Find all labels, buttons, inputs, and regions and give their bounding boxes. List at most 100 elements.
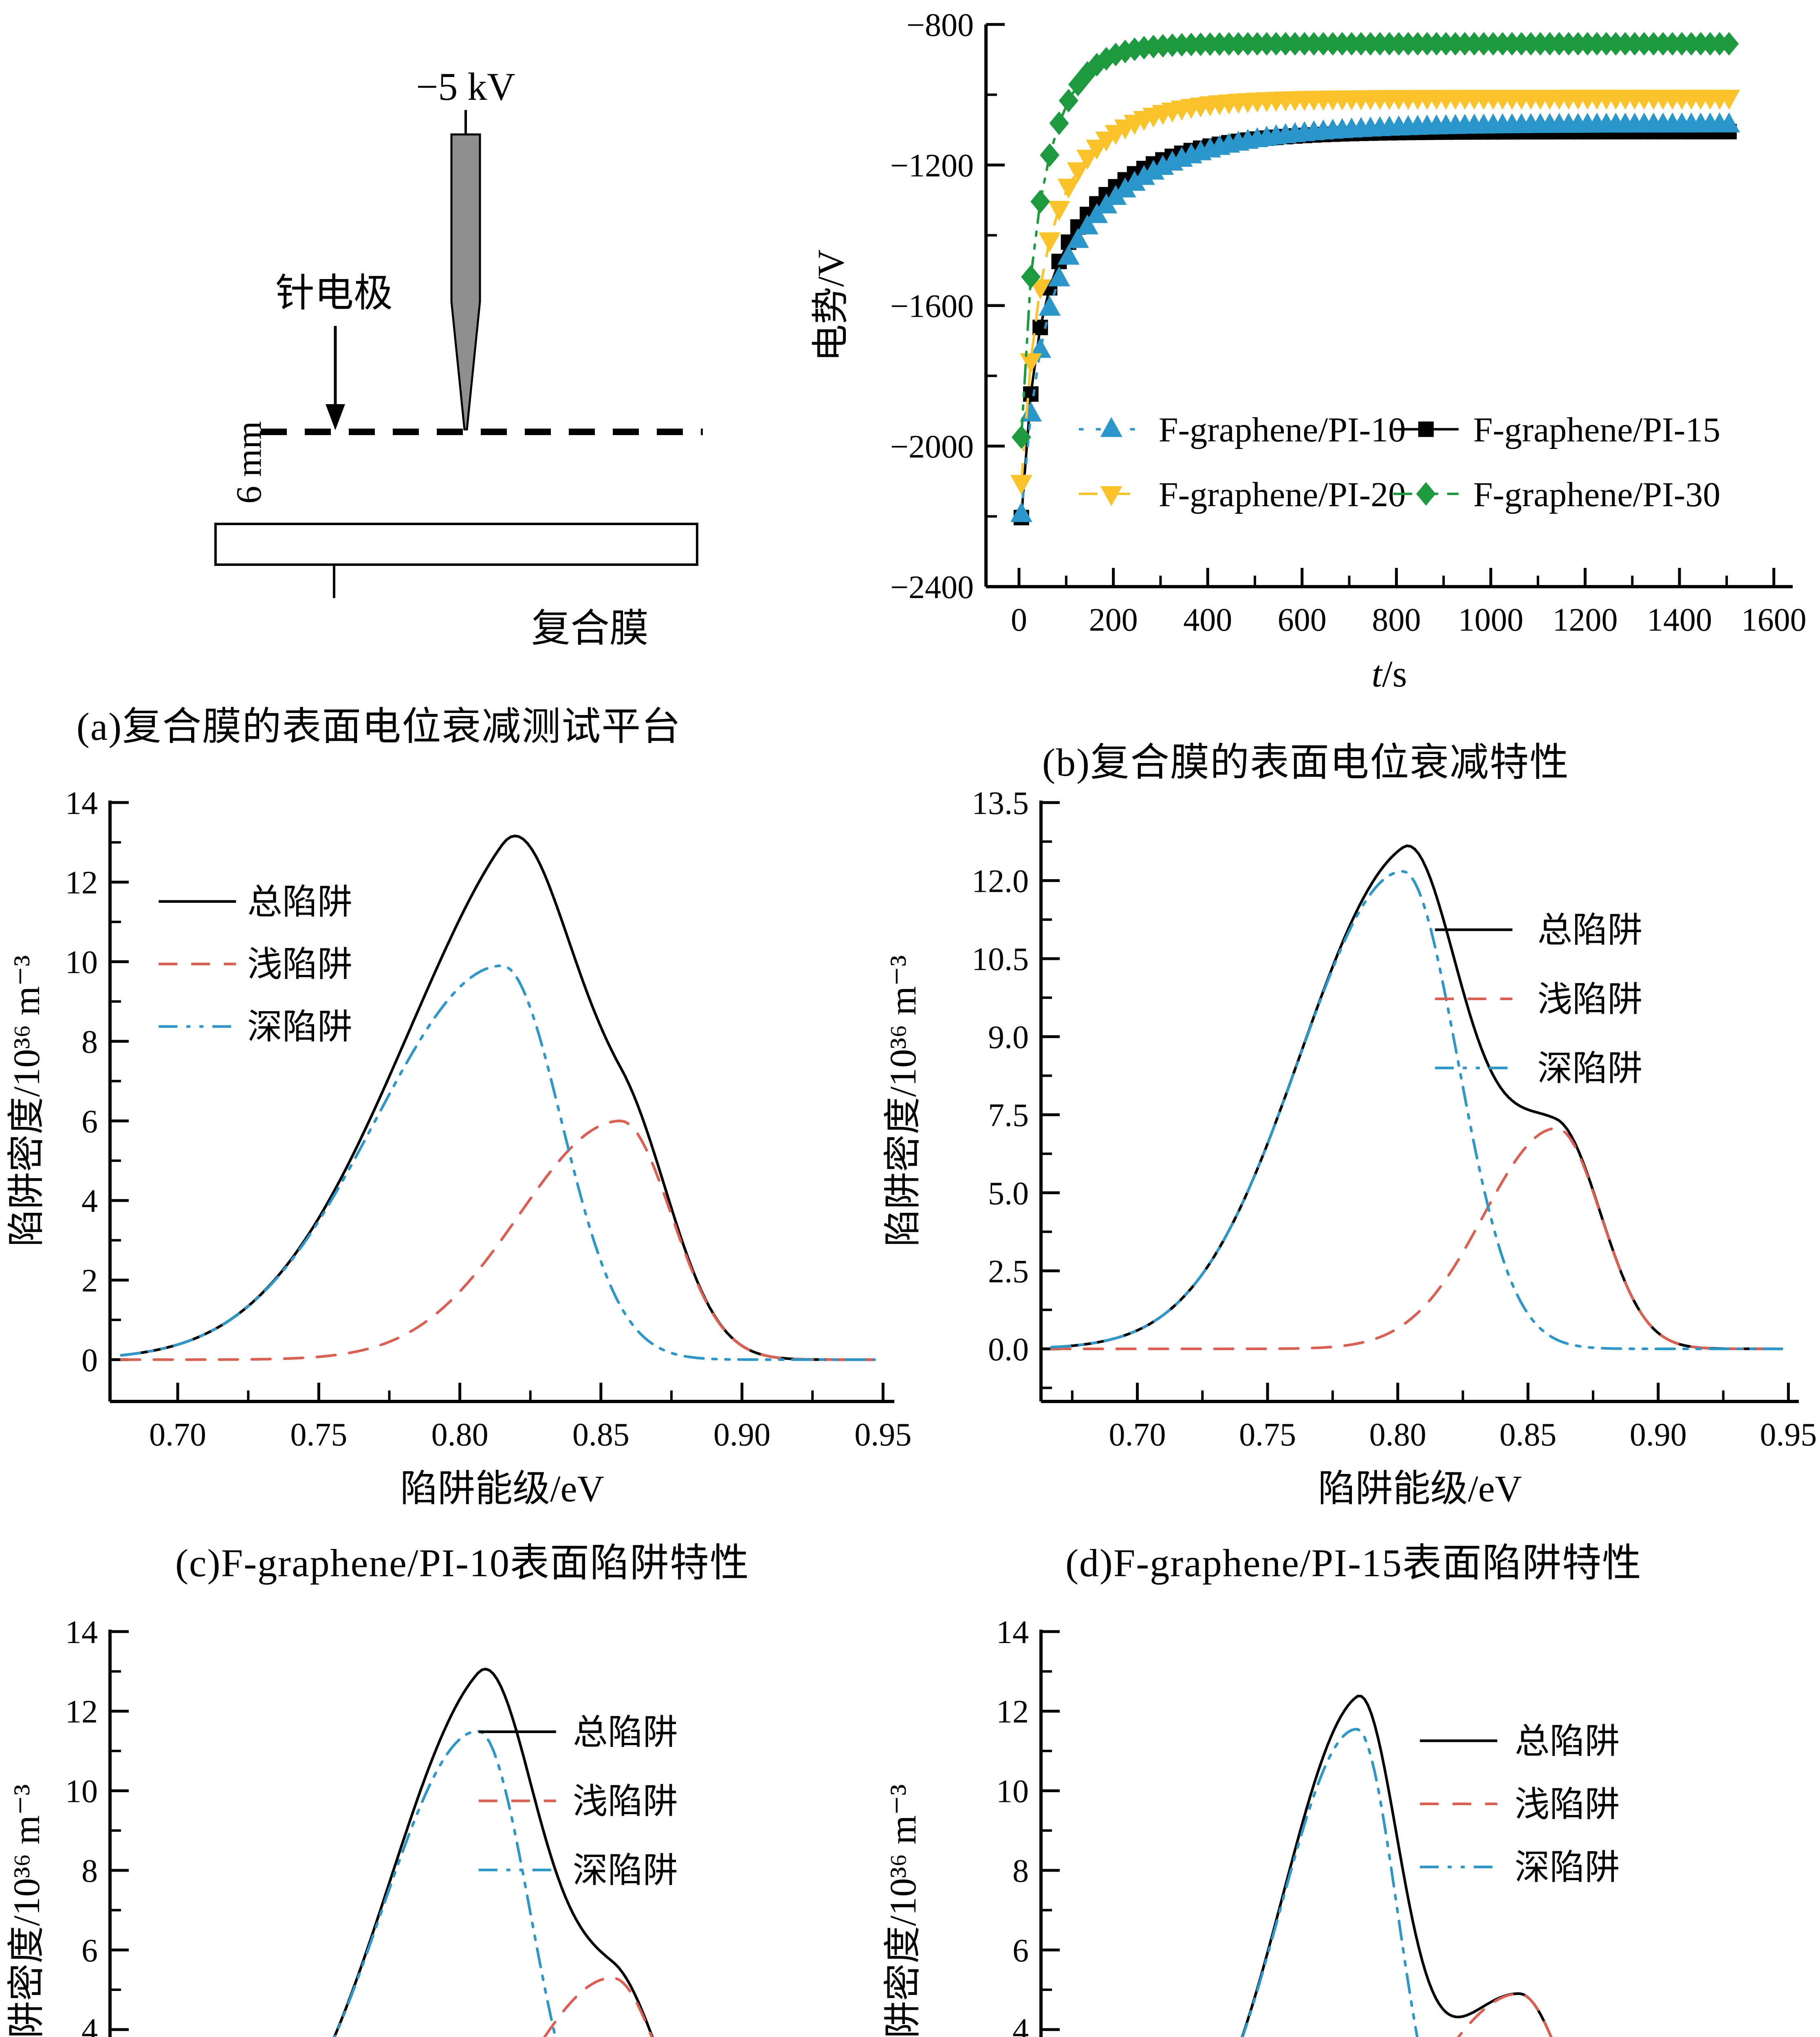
legend-item: 总陷阱 <box>158 882 352 922</box>
curve-总陷阱 <box>1241 1694 1553 2037</box>
y-tick-label: 6 <box>1012 1933 1029 1969</box>
series-marker-triangle-up <box>1076 214 1098 235</box>
series-marker-diamond <box>1144 35 1164 59</box>
legend-label: 深陷阱 <box>1537 1049 1642 1088</box>
y-axis-title: 电势/V <box>810 249 852 362</box>
x-axis-title: 陷阱能级/eV <box>1318 1468 1522 1509</box>
y-tick-label: 4 <box>1012 2013 1029 2037</box>
x-tick-label: 0.85 <box>1499 1417 1556 1453</box>
series-F-graphene/PI-20 <box>1010 90 1740 495</box>
series-marker-triangle-down <box>1010 475 1032 495</box>
series-marker-diamond <box>1416 482 1436 506</box>
x-tick-label: 200 <box>1089 602 1138 638</box>
legend-item: 深陷阱 <box>1420 1848 1620 1887</box>
legend-label: 浅陷阱 <box>247 945 352 984</box>
y-tick-label: 0.0 <box>988 1332 1029 1368</box>
y-tick-label: 10 <box>65 945 98 981</box>
x-tick-label: 0.90 <box>713 1417 770 1453</box>
x-tick-label: 1400 <box>1647 602 1712 638</box>
series-marker-triangle-up <box>1133 165 1155 185</box>
y-axis-title: 陷阱密度/10³⁶ m⁻³ <box>882 1784 924 2037</box>
y-axis-title: 陷阱密度/10³⁶ m⁻³ <box>6 1784 47 2037</box>
legend-label: 总陷阱 <box>573 1713 678 1752</box>
legend-item: F-graphene/PI-20 <box>1078 475 1406 514</box>
series-marker-triangle-up <box>1029 338 1052 358</box>
composite-film-shape <box>214 523 698 566</box>
y-tick-label: 12.0 <box>972 864 1029 900</box>
series-F-graphene/PI-10 <box>1010 112 1740 522</box>
legend-label: 总陷阱 <box>1515 1722 1620 1761</box>
legend-label: 总陷阱 <box>247 882 352 922</box>
y-axis-title: 陷阱密度/10³⁶ m⁻³ <box>6 955 47 1247</box>
x-tick-label: 600 <box>1278 602 1327 638</box>
y-tick-label: 10.5 <box>972 942 1029 977</box>
series-marker-triangle-down <box>1048 201 1070 221</box>
y-tick-label: 13.5 <box>972 785 1029 821</box>
legend-label: F-graphene/PI-10 <box>1159 410 1406 449</box>
y-tick-label: 0 <box>81 1342 98 1378</box>
series-marker-diamond <box>1106 42 1126 66</box>
y-tick-label: −2400 <box>890 570 974 605</box>
caption-d: (d)F-graphene/PI-15表面陷阱特性 <box>1065 1541 1642 1585</box>
y-tick-label: 9.0 <box>988 1020 1029 1056</box>
trap-chart-pi30: 0.650.700.750.800.850.900.9502468101214陷… <box>882 1615 1620 2037</box>
legend-item: 浅陷阱 <box>1420 1785 1620 1824</box>
legend-label: 深陷阱 <box>1515 1848 1620 1887</box>
y-tick-label: −2000 <box>890 429 974 465</box>
series-marker-triangle-down <box>1020 353 1042 374</box>
series-marker-triangle-down <box>1067 162 1089 183</box>
y-tick-label: 6 <box>81 1933 98 1969</box>
series-marker-diamond <box>1068 73 1088 97</box>
legend-item: 总陷阱 <box>1435 911 1642 950</box>
y-tick-label: 8 <box>81 1024 98 1060</box>
y-tick-label: −1200 <box>890 148 974 184</box>
curve-深陷阱 <box>333 1729 557 2037</box>
y-tick-label: −800 <box>907 7 974 43</box>
curve-浅陷阱 <box>543 1976 654 2037</box>
y-tick-label: 12 <box>996 1694 1029 1730</box>
series-marker-triangle-up <box>1718 112 1740 133</box>
curve-深陷阱 <box>120 964 876 1361</box>
legend-label: 深陷阱 <box>247 1008 352 1047</box>
series-marker-triangle-up <box>1010 502 1032 522</box>
legend-label: 浅陷阱 <box>1515 1785 1620 1824</box>
x-tick-label: 0.70 <box>1109 1417 1166 1453</box>
x-tick-label: 0.75 <box>290 1417 347 1453</box>
x-tick-label: 0.85 <box>572 1417 629 1453</box>
series-marker-triangle-up <box>1100 417 1122 437</box>
y-tick-label: 8 <box>1012 1853 1029 1889</box>
caption-b: (b)复合膜的表面电位衰减特性 <box>1042 741 1569 784</box>
x-axis-title: 陷阱能级/eV <box>400 1468 604 1509</box>
y-tick-label: 12 <box>65 1694 98 1730</box>
legend-item: 浅陷阱 <box>158 945 352 984</box>
legend-label: 深陷阱 <box>573 1851 678 1890</box>
legend-item: F-graphene/PI-30 <box>1393 475 1721 514</box>
y-tick-label: 2 <box>81 1263 98 1299</box>
series-marker-triangle-down <box>1057 178 1080 199</box>
x-tick-label: 0 <box>1011 602 1027 638</box>
series-marker-diamond <box>1030 189 1050 213</box>
y-tick-label: 4 <box>81 2013 98 2037</box>
legend-label: 浅陷阱 <box>573 1782 678 1821</box>
x-tick-label: 0.70 <box>149 1417 206 1453</box>
curve-总陷阱 <box>333 1667 654 2037</box>
series-marker-triangle-up <box>1039 296 1061 316</box>
caption-a: (a)复合膜的表面电位衰减测试平台 <box>76 705 682 748</box>
y-tick-label: 2.5 <box>988 1254 1029 1289</box>
needle-label: 针电极 <box>275 271 393 315</box>
legend-item: 深陷阱 <box>478 1851 678 1890</box>
curve-浅陷阱 <box>1050 1127 1783 1351</box>
y-tick-label: 4 <box>81 1183 98 1219</box>
needle-electrode-shape <box>450 133 481 431</box>
x-tick-label: 1600 <box>1741 602 1807 638</box>
legend-item: F-graphene/PI-10 <box>1078 410 1406 449</box>
series-marker-diamond <box>1134 36 1154 60</box>
curve-深陷阱 <box>1241 1728 1419 2037</box>
legend-item: 总陷阱 <box>1420 1722 1620 1761</box>
y-tick-label: 7.5 <box>988 1098 1029 1133</box>
x-tick-label: 0.95 <box>854 1417 911 1453</box>
series-marker-square <box>1023 386 1039 402</box>
legend-item: 总陷阱 <box>478 1713 678 1752</box>
film-label: 复合膜 <box>531 607 649 650</box>
